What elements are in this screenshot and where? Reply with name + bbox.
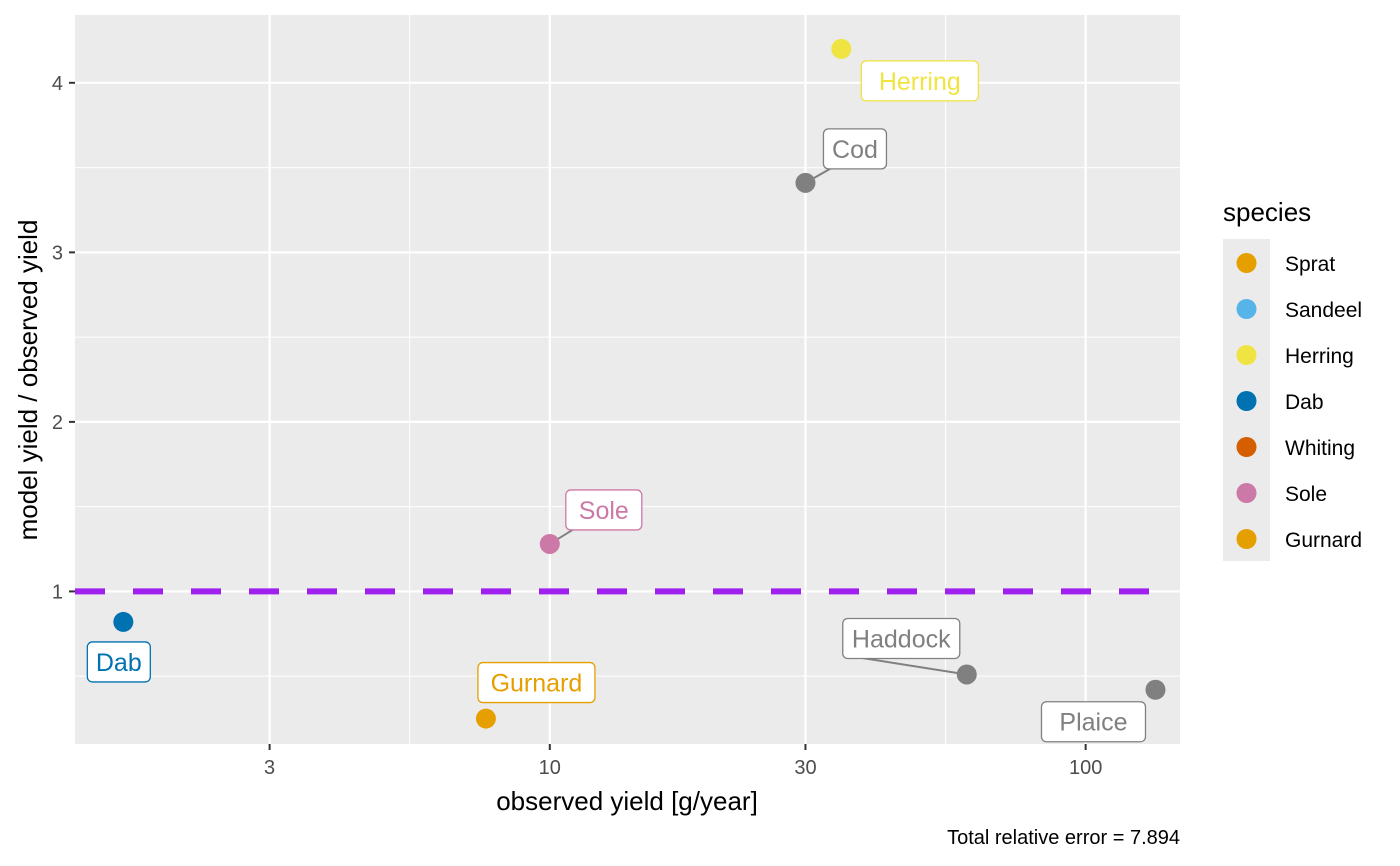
legend: species Sprat Sandeel Herring Dab Whiting Sol… [1223, 197, 1362, 561]
x-tick-label: 100 [1069, 757, 1102, 779]
point-label-cod: Cod [822, 128, 888, 170]
legend-entries: Sprat Sandeel Herring Dab Whiting Sole Gurnard [1236, 253, 1362, 552]
point-label-dab: Dab [86, 641, 151, 683]
point-label-text: Haddock [852, 625, 951, 653]
point-labels: Herring Cod Sole Dab Gurnard Haddock Plaice [86, 60, 1147, 743]
point-label-haddock: Haddock [842, 617, 961, 660]
data-point-sole [539, 533, 560, 554]
data-points [113, 38, 1166, 729]
data-point-plaice [1145, 679, 1166, 700]
legend-label-sandeel: Sandeel [1285, 299, 1362, 322]
legend-title: species [1223, 197, 1311, 227]
legend-key-sole [1236, 483, 1257, 503]
data-point-cod [795, 172, 816, 193]
label-leader-line [852, 655, 967, 676]
point-label-box [477, 661, 596, 704]
legend-key-sprat [1236, 253, 1257, 273]
point-label-herring: Herring [860, 60, 979, 102]
y-axis: 1 2 3 4 [52, 73, 75, 603]
legend-key-sandeel [1236, 299, 1257, 319]
legend-key-dab [1236, 391, 1257, 411]
y-tick-label: 2 [52, 412, 63, 434]
y-tick-label: 4 [52, 73, 63, 95]
point-label-gurnard: Gurnard [477, 661, 596, 704]
point-label-text: Sole [579, 497, 629, 525]
point-label-box [842, 617, 961, 660]
data-point-dab [113, 611, 134, 632]
data-point-herring [831, 38, 852, 59]
legend-label-sprat: Sprat [1285, 253, 1335, 276]
point-label-text: Herring [879, 68, 961, 96]
point-label-text: Cod [832, 136, 878, 164]
legend-key-gurnard [1236, 529, 1257, 549]
point-label-box [86, 641, 151, 683]
data-point-haddock [956, 664, 977, 685]
legend-key-herring [1236, 345, 1257, 365]
y-axis-title: model yield / observed yield [13, 220, 43, 541]
x-tick-label: 30 [794, 757, 816, 779]
point-label-text: Plaice [1059, 709, 1127, 737]
point-label-box [860, 60, 979, 102]
point-label-box [1040, 701, 1147, 743]
legend-label-gurnard: Gurnard [1285, 529, 1362, 552]
legend-label-dab: Dab [1285, 391, 1324, 414]
point-label-box [565, 489, 643, 531]
x-axis: 3 10 30 100 [264, 744, 1102, 779]
legend-label-sole: Sole [1285, 483, 1327, 506]
y-tick-label: 1 [52, 581, 63, 603]
legend-label-whiting: Whiting [1285, 437, 1355, 460]
legend-key-whiting [1236, 437, 1257, 457]
point-label-box [822, 128, 888, 170]
x-tick-label: 3 [264, 757, 275, 779]
caption: Total relative error = 7.894 [947, 827, 1180, 849]
y-tick-label: 3 [52, 242, 63, 264]
point-label-sole: Sole [565, 489, 643, 531]
x-tick-label: 10 [539, 757, 561, 779]
point-label-plaice: Plaice [1040, 701, 1147, 743]
data-point-gurnard [475, 708, 496, 729]
point-label-text: Dab [96, 649, 142, 677]
legend-label-herring: Herring [1285, 345, 1354, 368]
x-axis-title: observed yield [g/year] [496, 786, 758, 816]
plot-panel [75, 15, 1180, 744]
point-label-text: Gurnard [491, 670, 583, 698]
